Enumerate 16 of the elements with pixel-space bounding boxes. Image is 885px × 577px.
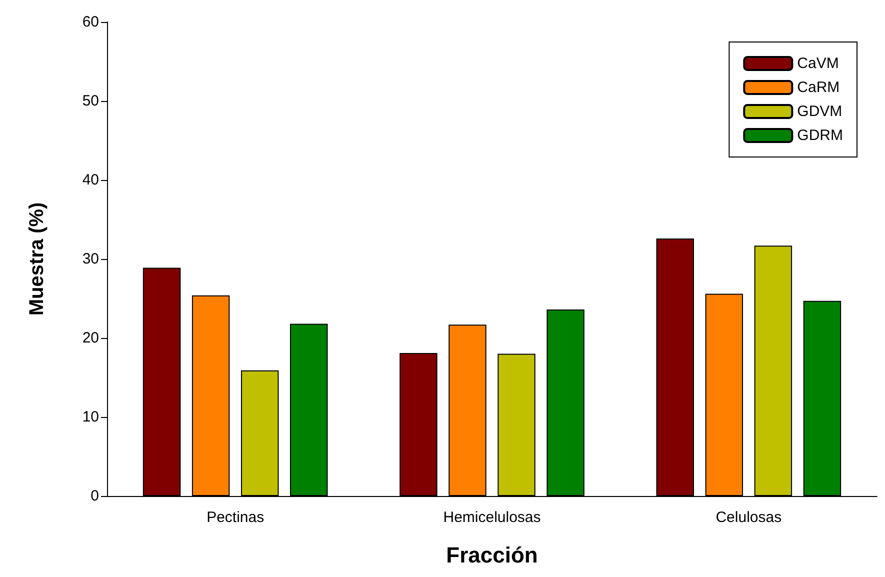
x-tick-label: Celulosas <box>716 509 782 526</box>
x-axis-title: Fracción <box>446 542 538 568</box>
legend-label: GDRM <box>797 127 843 144</box>
y-tick-label: 10 <box>82 408 99 426</box>
y-tick-label: 20 <box>82 330 99 346</box>
y-tick-label: 60 <box>82 14 99 30</box>
legend-label: GDVM <box>797 103 842 120</box>
y-tick-label: 0 <box>90 488 99 504</box>
legend-label: CaRM <box>797 79 840 96</box>
y-axis-title: Muestra (%) <box>26 202 48 316</box>
y-tick-label: 40 <box>82 172 99 188</box>
legend-label: CaVM <box>797 55 839 72</box>
x-tick-label: Hemicelulosas <box>443 509 541 526</box>
x-tick-label: Pectinas <box>206 509 264 526</box>
y-tick-label: 30 <box>82 250 99 268</box>
y-tick-label: 50 <box>82 92 99 110</box>
